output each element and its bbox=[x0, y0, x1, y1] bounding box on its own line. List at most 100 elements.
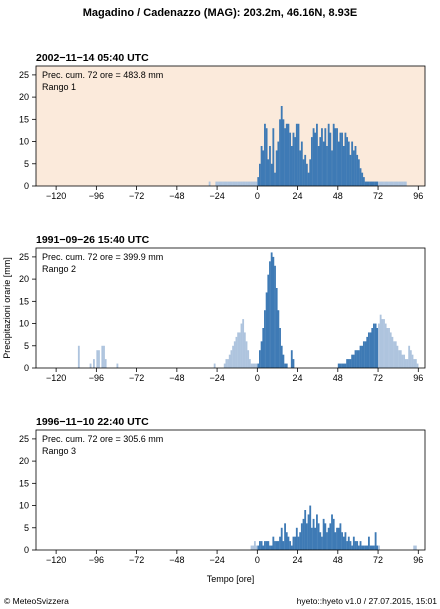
bar bbox=[255, 181, 258, 186]
bar bbox=[242, 319, 245, 368]
bar bbox=[253, 363, 256, 368]
bar bbox=[371, 181, 374, 186]
bar bbox=[336, 128, 338, 186]
bar bbox=[274, 172, 276, 186]
bar bbox=[279, 536, 281, 550]
bar bbox=[227, 181, 229, 186]
bar bbox=[292, 359, 295, 368]
bar bbox=[349, 359, 352, 368]
bar bbox=[367, 536, 370, 550]
bar bbox=[379, 181, 382, 186]
bar bbox=[103, 345, 105, 368]
series-72h bbox=[257, 505, 379, 550]
cumulative-annotation: Prec. cum. 72 ore = 483.8 mm bbox=[42, 70, 163, 80]
x-tick-label: 24 bbox=[293, 191, 303, 201]
x-tick-label: 48 bbox=[333, 373, 343, 383]
bar bbox=[322, 141, 325, 186]
bar bbox=[248, 359, 251, 368]
bar bbox=[213, 363, 216, 368]
panel-1: 2002−11−14 05:40 UTC Prec. cum. 72 ore = … bbox=[19, 52, 426, 201]
x-tick-label: 96 bbox=[413, 191, 423, 201]
bar bbox=[366, 336, 369, 368]
bar bbox=[357, 159, 360, 186]
bar bbox=[257, 545, 260, 550]
bar bbox=[285, 123, 288, 186]
bar bbox=[77, 345, 80, 368]
x-axis-label: Tempo [ore] bbox=[207, 574, 255, 584]
x-tick-label: −24 bbox=[209, 373, 224, 383]
y-axis-label: Precipitazioni orarie [mm] bbox=[2, 257, 12, 359]
cumulative-annotation: Prec. cum. 72 ore = 399.9 mm bbox=[42, 252, 163, 262]
bar bbox=[269, 261, 271, 368]
bar bbox=[230, 350, 233, 368]
panel-3: 1996−11−10 22:40 UTC Prec. cum. 72 ore = … bbox=[19, 416, 426, 584]
y-tick-label: 15 bbox=[19, 114, 29, 124]
bar bbox=[347, 141, 350, 186]
bar bbox=[250, 363, 253, 368]
series-other bbox=[250, 541, 417, 550]
bar bbox=[354, 541, 357, 550]
rank-label: Rango 1 bbox=[42, 82, 76, 92]
bar bbox=[265, 128, 268, 186]
bar bbox=[225, 359, 228, 368]
bar bbox=[367, 332, 370, 368]
bar bbox=[285, 532, 288, 550]
bar bbox=[341, 532, 343, 550]
bar bbox=[262, 150, 265, 186]
x-tick-label: −48 bbox=[169, 191, 184, 201]
bar bbox=[272, 256, 275, 368]
x-tick-label: 0 bbox=[255, 555, 260, 565]
panel-background bbox=[36, 430, 425, 550]
bar bbox=[228, 181, 231, 186]
bar bbox=[89, 363, 92, 368]
bar bbox=[314, 132, 317, 186]
bar bbox=[357, 350, 360, 368]
bar bbox=[297, 123, 300, 186]
bar bbox=[373, 545, 375, 550]
bar bbox=[292, 536, 295, 550]
bar bbox=[321, 536, 323, 550]
bar bbox=[104, 359, 107, 368]
bar bbox=[252, 181, 255, 186]
bar bbox=[337, 527, 340, 550]
bar bbox=[223, 181, 226, 186]
bar bbox=[238, 181, 241, 186]
bar bbox=[264, 123, 266, 186]
bar bbox=[329, 523, 332, 550]
bar bbox=[253, 181, 256, 186]
x-tick-label: 24 bbox=[293, 555, 303, 565]
bar bbox=[354, 146, 357, 186]
bar bbox=[379, 314, 382, 368]
bar bbox=[391, 336, 394, 368]
bar bbox=[356, 350, 359, 368]
y-tick-label: 25 bbox=[19, 70, 29, 80]
bar bbox=[98, 350, 100, 368]
bar bbox=[361, 172, 364, 186]
bar bbox=[252, 363, 255, 368]
bar bbox=[310, 527, 313, 550]
bar bbox=[316, 123, 318, 186]
bar bbox=[302, 518, 305, 550]
bar bbox=[294, 536, 297, 550]
bar bbox=[309, 505, 312, 550]
bar bbox=[326, 532, 328, 550]
bar bbox=[317, 523, 320, 550]
bar bbox=[252, 545, 255, 550]
bar bbox=[331, 514, 333, 550]
bar bbox=[292, 132, 295, 186]
bar bbox=[302, 159, 305, 186]
footer-version: hyeto::hyeto v1.0 / 27.07.2015, 15:01 bbox=[297, 596, 438, 606]
bar bbox=[347, 359, 350, 368]
x-tick-label: −72 bbox=[129, 373, 144, 383]
bar bbox=[282, 541, 285, 550]
bar bbox=[362, 545, 365, 550]
bar bbox=[401, 181, 404, 186]
bar bbox=[414, 359, 417, 368]
panel-title: 2002−11−14 05:40 UTC bbox=[36, 52, 149, 64]
y-tick-label: 20 bbox=[19, 92, 29, 102]
bar bbox=[349, 541, 352, 550]
bar bbox=[403, 181, 406, 186]
bar bbox=[354, 350, 357, 368]
bar bbox=[341, 132, 343, 186]
x-tick-label: −96 bbox=[89, 191, 104, 201]
